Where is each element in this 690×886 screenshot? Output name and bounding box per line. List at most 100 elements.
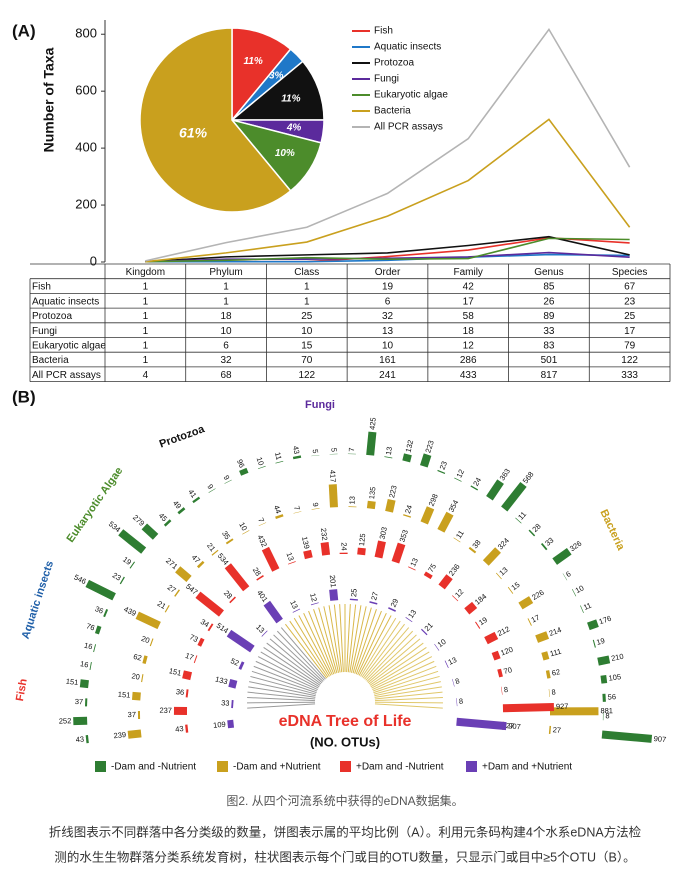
bar-label: 20 — [131, 671, 141, 681]
bar-label: 303 — [378, 526, 389, 540]
bar-group: 303 — [374, 526, 389, 559]
bar-group: 547 — [184, 582, 224, 617]
ring-bar — [562, 573, 568, 581]
bar-group: 132 — [402, 439, 415, 463]
bar-label: 56 — [607, 692, 616, 701]
tree-branch — [374, 686, 442, 698]
bar-group: 7 — [256, 516, 267, 526]
ring-bar — [456, 698, 458, 707]
tree-branch — [249, 681, 316, 697]
ring-bar — [549, 707, 599, 716]
bar-label: 8 — [551, 687, 556, 696]
table-cell: 6 — [385, 296, 391, 307]
tree-branch — [250, 675, 317, 695]
ring-bar — [437, 511, 454, 533]
ring-bar — [129, 561, 136, 569]
ring-bar — [141, 523, 159, 540]
ring-bar — [208, 488, 216, 493]
bar-group: 214 — [535, 625, 563, 643]
ring-bar — [357, 547, 366, 556]
ring-bar — [548, 688, 550, 697]
ring-bar — [239, 467, 249, 476]
tree-branch — [361, 620, 401, 678]
ring-bar — [347, 453, 356, 455]
ring-bar — [452, 678, 455, 687]
bar-group: 37 — [128, 710, 141, 719]
tree-branch — [371, 656, 433, 689]
tree-branch — [374, 703, 443, 709]
tree-branch — [364, 627, 410, 680]
bar-group: 13 — [405, 608, 418, 623]
bar-group: 11 — [580, 601, 593, 614]
bar-label: 62 — [132, 652, 142, 663]
bar-group: 28 — [222, 588, 236, 604]
bar-group: 401 — [255, 588, 283, 624]
bar-group: 38 — [468, 538, 483, 554]
pie-label: 4% — [286, 122, 302, 133]
bar-group: 12 — [452, 587, 465, 602]
ring-bar — [403, 514, 412, 518]
bar-label: 927 — [556, 702, 569, 711]
bar-group: 13 — [408, 557, 420, 571]
bar-label: 43 — [75, 734, 84, 744]
table-cell: 1 — [304, 282, 310, 293]
bar-group: 41 — [186, 488, 201, 504]
bar-group: 43 — [175, 724, 189, 734]
bar-group: 210 — [597, 652, 624, 666]
ring-bar — [197, 637, 205, 647]
table-cell: 83 — [543, 340, 555, 351]
table-cell: 1 — [223, 296, 229, 307]
tree-branch — [313, 609, 336, 674]
bar-group: 19 — [592, 636, 606, 648]
y-tick-label: 200 — [75, 196, 97, 211]
tree-branch — [350, 606, 367, 673]
bar-group: 37 — [75, 697, 88, 707]
table-header: Kingdom — [126, 267, 165, 278]
bar-label: 13 — [408, 557, 420, 568]
bar-label: 21 — [205, 541, 217, 553]
table-cell: 1 — [143, 355, 149, 366]
bar-group: 33 — [540, 536, 555, 551]
ring-bar — [311, 508, 320, 510]
ring-bar — [366, 431, 377, 456]
bar-group: 56 — [602, 692, 616, 702]
bar-group: 324 — [482, 536, 511, 566]
bar-label: 36 — [94, 604, 105, 616]
ring-bar — [73, 716, 88, 726]
table-cell: 333 — [621, 370, 638, 381]
bar-group: 12 — [308, 592, 319, 606]
table-header: Species — [612, 267, 648, 278]
bar-label: 19 — [595, 636, 605, 647]
ring-bar — [174, 589, 180, 597]
bar-group: 534 — [216, 551, 250, 592]
bar-label: 44 — [272, 504, 283, 515]
bar-group: 5 — [329, 448, 339, 455]
ring-bar — [211, 549, 219, 556]
tree-branch — [358, 615, 392, 676]
ring-bar — [468, 546, 477, 554]
bar-label: 34 — [199, 617, 211, 629]
bar-group: 35 — [220, 529, 234, 545]
bar-label: 33 — [543, 536, 555, 548]
bar-label: 10 — [237, 521, 249, 533]
tree-branch — [251, 670, 317, 694]
ring-bar — [592, 639, 596, 648]
ring-bar — [580, 605, 584, 614]
tree-branch — [374, 681, 441, 697]
tree-branch — [374, 701, 444, 704]
tree-branch — [298, 615, 332, 676]
bar-label: 13 — [406, 608, 418, 620]
legend-label: Aquatic insects — [374, 42, 441, 53]
bar-label: 236 — [447, 562, 462, 577]
bar-label: 11 — [273, 451, 284, 461]
y-tick-label: 800 — [75, 26, 97, 41]
ring-bar — [453, 537, 461, 543]
table-cell: 1 — [143, 340, 149, 351]
ring-bar — [163, 519, 172, 527]
table-cell: 23 — [624, 296, 636, 307]
table-header: Genus — [534, 267, 563, 278]
bar-group: 439 — [122, 605, 161, 630]
tree-branch — [257, 656, 319, 689]
tree-branch — [328, 605, 341, 673]
